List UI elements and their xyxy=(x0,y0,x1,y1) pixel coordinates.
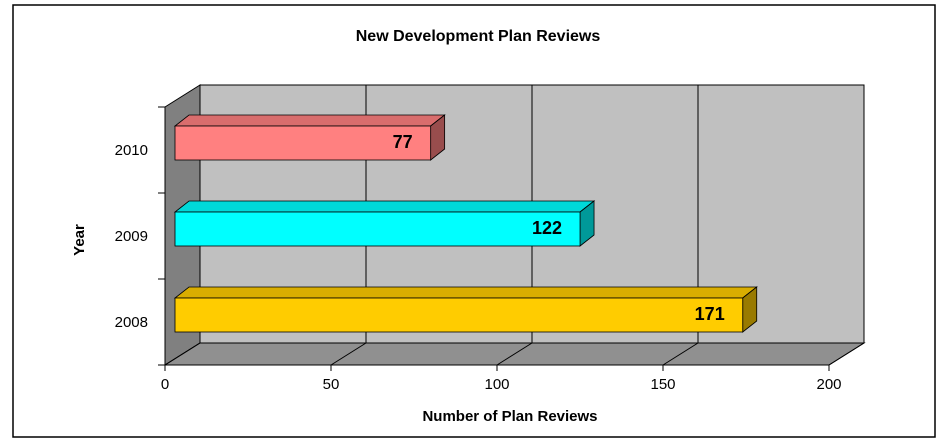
bar xyxy=(174,125,432,161)
x-tick-label: 50 xyxy=(323,376,340,393)
bar xyxy=(174,211,581,247)
data-label: 77 xyxy=(393,132,413,152)
x-tick-label: 150 xyxy=(650,376,675,393)
data-label: 171 xyxy=(695,304,725,324)
y-tick-label: 2010 xyxy=(115,142,148,159)
bar-top xyxy=(173,114,446,127)
bar-top xyxy=(173,200,596,213)
floor-grid-line xyxy=(164,342,201,366)
data-label: 122 xyxy=(532,218,562,238)
y-axis-title: Year xyxy=(71,224,88,256)
x-tick-label: 0 xyxy=(161,376,169,393)
floor-grid-line xyxy=(828,342,865,366)
floor-grid-line xyxy=(496,342,533,366)
chart-title: New Development Plan Reviews xyxy=(356,28,601,45)
x-axis-title: Number of Plan Reviews xyxy=(422,408,597,425)
bar xyxy=(174,297,744,333)
x-tick-label: 100 xyxy=(484,376,509,393)
y-tick-label: 2008 xyxy=(115,314,148,331)
x-tick-label: 200 xyxy=(816,376,841,393)
bar-top xyxy=(173,286,758,299)
y-tick-label: 2009 xyxy=(115,228,148,245)
floor-grid-line xyxy=(330,342,367,366)
floor-grid-line xyxy=(662,342,699,366)
